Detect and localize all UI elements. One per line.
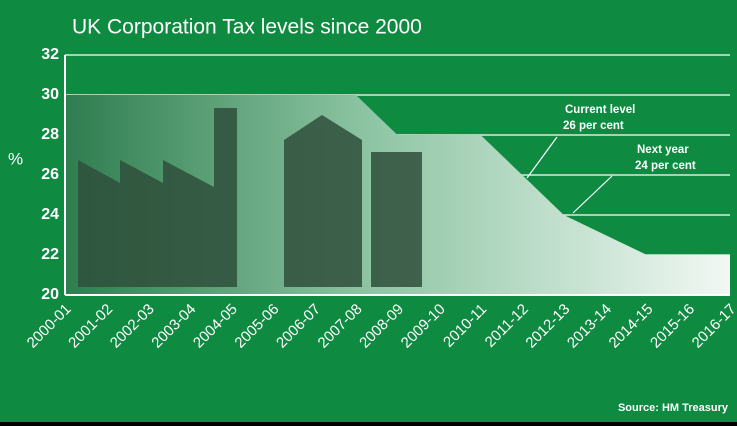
- building: [371, 152, 422, 287]
- building: [284, 115, 362, 287]
- annotation: Next year: [637, 144, 689, 156]
- y-tick-label: 28: [41, 126, 59, 143]
- annotation-pointer: [526, 136, 558, 179]
- source: Source: HM Treasury: [618, 402, 729, 414]
- annotation-pointer: [572, 175, 613, 214]
- y-tick-label: 26: [41, 166, 59, 183]
- y-tick-label: 20: [41, 286, 59, 303]
- annotation: Current level: [565, 104, 635, 116]
- factory: [78, 108, 237, 287]
- chart-title: UK Corporation Tax levels since 2000: [72, 16, 422, 39]
- y-tick-label: 30: [41, 86, 59, 103]
- y-tick-label: 24: [41, 206, 59, 223]
- annotation: 24 per cent: [635, 160, 696, 172]
- annotation: 26 per cent: [563, 120, 624, 132]
- annotations: Current level 26 per cent Next year 24 per …: [563, 104, 696, 172]
- factories: [78, 108, 422, 287]
- y-axis-label: %: [8, 149, 23, 168]
- y-tick-label: 32: [41, 46, 59, 63]
- y-tick-label: 22: [41, 246, 59, 263]
